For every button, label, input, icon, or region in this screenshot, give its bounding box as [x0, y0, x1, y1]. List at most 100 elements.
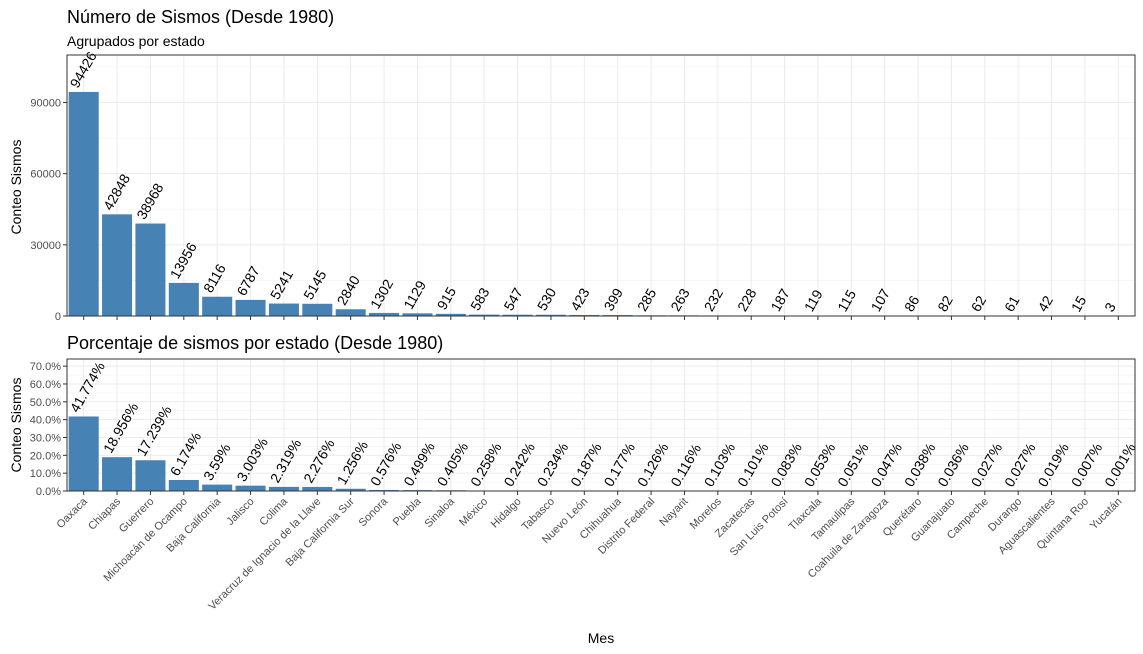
data-label: 423	[567, 285, 593, 313]
data-label: 232	[701, 286, 727, 314]
bar	[369, 312, 400, 316]
y-tick-label: 30000	[30, 240, 61, 252]
x-tick-label: México	[457, 496, 490, 529]
bar	[402, 313, 433, 316]
data-label: 107	[867, 286, 893, 314]
bar	[502, 314, 533, 316]
y-tick-label: 50.0%	[30, 397, 61, 409]
data-label: 547	[500, 285, 526, 313]
data-label: 41.774%	[66, 359, 107, 415]
data-label: 8116	[200, 261, 229, 295]
data-label: 3.59%	[200, 441, 234, 483]
data-label: 115	[834, 287, 859, 315]
x-tick-label: Sonora	[357, 495, 391, 529]
chart2-y-axis-title: Conteo Sismos	[8, 378, 24, 473]
bar	[68, 91, 99, 317]
bar	[268, 486, 299, 491]
data-label: 285	[634, 285, 660, 313]
data-label: 530	[534, 285, 560, 313]
bar	[569, 314, 600, 316]
bar	[68, 416, 99, 491]
bar	[135, 223, 166, 316]
data-label: 583	[467, 285, 493, 313]
bar	[369, 489, 400, 491]
data-label: 2.319%	[267, 436, 305, 485]
data-label: 2.276%	[300, 436, 338, 485]
chart1-subtitle: Agrupados por estado	[67, 33, 205, 49]
data-label: 187	[767, 286, 793, 314]
data-label: 228	[734, 286, 760, 314]
bar	[535, 314, 566, 316]
x-tick-label: Nayarit	[657, 496, 690, 529]
data-label: 3.003%	[233, 435, 271, 484]
data-label: 1129	[400, 278, 429, 312]
bar	[168, 282, 199, 316]
bar	[435, 313, 466, 316]
bar	[302, 303, 333, 316]
bar	[102, 214, 133, 316]
bar	[469, 314, 500, 316]
data-label: 82	[934, 293, 956, 315]
data-label: 61	[1001, 293, 1023, 315]
data-label: 3	[1101, 300, 1119, 315]
data-label: 5241	[267, 267, 297, 302]
chart2-plot: 0.0% 10.0% 20.0% 30.0% 40.0% 50.0% 60.0% 70.0% 4…	[30, 358, 1139, 613]
x-tick-label: Oaxaca	[55, 495, 91, 531]
y-tick-label: 90000	[30, 97, 61, 109]
chart2-title: Porcentaje de sismos por estado (Desde 1…	[67, 333, 443, 353]
bar	[335, 309, 366, 316]
panel-border	[66, 54, 1136, 317]
data-label: 119	[801, 287, 826, 315]
bar	[135, 460, 166, 491]
x-tick-label: Puebla	[391, 495, 424, 528]
data-label: 62	[968, 293, 990, 315]
y-tick-label: 20.0%	[30, 450, 61, 462]
y-tick-label: 70.0%	[30, 361, 61, 373]
x-tick-label: Jalisco	[224, 496, 256, 528]
data-label: 1.256%	[333, 438, 371, 487]
data-label: 6.174%	[167, 429, 205, 478]
chart2-x-axis-title: Mes	[588, 630, 614, 646]
y-tick-label: 10.0%	[30, 468, 61, 480]
bar	[235, 299, 266, 316]
bar	[102, 457, 133, 491]
y-tick-label: 40.0%	[30, 415, 61, 427]
x-tick-label: San Luis Potosí	[728, 496, 791, 559]
data-label: 86	[901, 293, 923, 315]
chart1-title: Número de Sismos (Desde 1980)	[67, 7, 334, 27]
bar	[202, 484, 233, 491]
data-label: 17.239%	[133, 403, 174, 459]
bar	[168, 479, 199, 491]
data-label: 38968	[133, 180, 166, 222]
data-label: 5145	[300, 267, 330, 302]
data-label: 263	[667, 285, 693, 313]
data-label: 13956	[167, 239, 200, 281]
chart1-y-axis-title: Conteo Sismos	[8, 140, 24, 235]
x-tick-label: Yucatán	[1088, 496, 1125, 533]
bar	[235, 485, 266, 491]
bar	[302, 486, 333, 491]
y-tick-label: 60.0%	[30, 379, 61, 391]
y-tick-label: 30.0%	[30, 432, 61, 444]
data-label: 15	[1068, 293, 1090, 315]
data-label: 42848	[100, 171, 133, 213]
data-label: 2840	[333, 273, 363, 308]
data-label: 42	[1034, 293, 1056, 315]
panel-border	[66, 358, 1136, 492]
data-label: 915	[434, 284, 460, 312]
y-tick-label: 0.0%	[36, 486, 61, 498]
y-tick-label: 60000	[30, 169, 61, 181]
data-label: 1302	[367, 276, 397, 311]
data-label: 0.576%	[367, 439, 405, 488]
data-label: 6787	[233, 263, 263, 298]
x-tick-label: Colima	[257, 495, 290, 528]
bar	[202, 296, 233, 316]
bar	[268, 303, 299, 316]
x-tick-label: Hidalgo	[489, 496, 524, 531]
bar	[335, 488, 366, 491]
data-label: 399	[600, 285, 626, 313]
y-tick-label: 0	[55, 311, 61, 323]
x-tick-label: Sinaloa	[422, 495, 457, 530]
